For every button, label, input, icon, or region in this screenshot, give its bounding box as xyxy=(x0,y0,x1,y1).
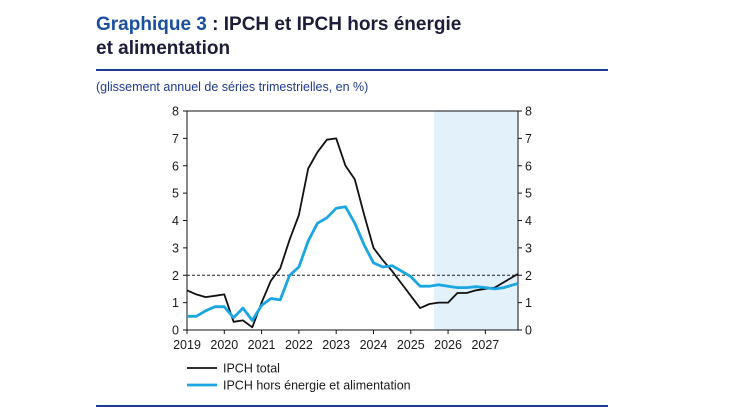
y-tick-label-right: 0 xyxy=(525,324,532,338)
y-tick-label-left: 5 xyxy=(172,187,179,201)
x-tick-label: 2021 xyxy=(248,338,276,352)
x-tick-label: 2022 xyxy=(285,338,313,352)
y-tick-label-left: 7 xyxy=(172,132,179,146)
y-tick-label-left: 6 xyxy=(172,159,179,173)
series-line-ipch-core xyxy=(187,205,519,322)
x-tick-label: 2023 xyxy=(322,338,350,352)
y-tick-label-right: 4 xyxy=(525,214,532,228)
x-tick-label: 2025 xyxy=(397,338,425,352)
x-tick-label: 2020 xyxy=(210,338,238,352)
legend-label: IPCH total xyxy=(223,362,280,376)
y-tick-label-left: 8 xyxy=(172,105,179,119)
y-tick-label-right: 8 xyxy=(525,105,532,119)
x-tick-label: 2019 xyxy=(173,338,201,352)
top-rule xyxy=(96,69,608,71)
chart-subtitle: (glissement annuel de séries trimestriel… xyxy=(96,80,369,94)
y-tick-label-left: 0 xyxy=(172,324,179,338)
x-tick-label: 2024 xyxy=(360,338,388,352)
y-tick-label-left: 2 xyxy=(172,269,179,283)
y-tick-label-right: 6 xyxy=(525,159,532,173)
y-tick-label-right: 3 xyxy=(525,241,532,255)
y-tick-label-right: 1 xyxy=(525,296,532,310)
y-tick-label-right: 7 xyxy=(525,132,532,146)
bottom-rule xyxy=(96,405,608,407)
y-tick-label-left: 3 xyxy=(172,241,179,255)
title-text: : IPCH et IPCH hors énergie xyxy=(206,14,462,35)
legend-label: IPCH hors énergie et alimentation xyxy=(223,379,411,393)
chart-title-line-2: et alimentation xyxy=(96,38,231,59)
y-tick-label-left: 1 xyxy=(172,296,179,310)
chart-title-line-1: Graphique 3 : IPCH et IPCH hors énergie xyxy=(96,14,461,36)
y-tick-label-right: 2 xyxy=(525,269,532,283)
x-tick-label: 2027 xyxy=(471,338,499,352)
figure-label: Graphique 3 xyxy=(96,14,207,35)
y-tick-label-left: 4 xyxy=(172,214,179,228)
projection-shading xyxy=(434,111,518,330)
y-tick-label-right: 5 xyxy=(525,187,532,201)
x-tick-label: 2026 xyxy=(434,338,462,352)
series-line-ipch-total xyxy=(186,137,519,329)
